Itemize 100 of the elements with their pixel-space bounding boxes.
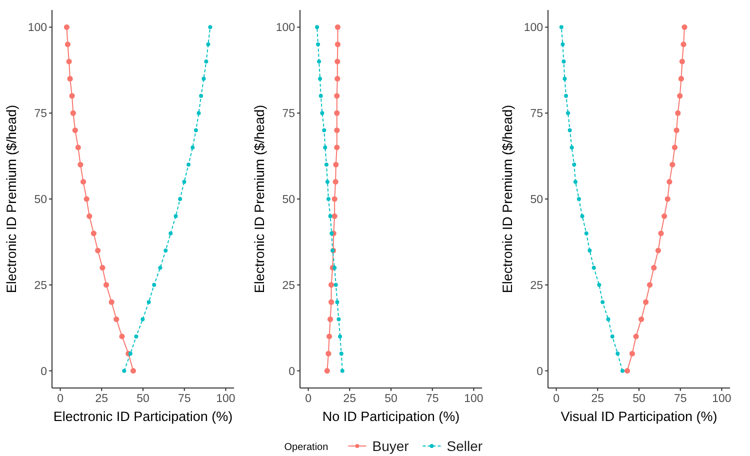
- point: [334, 58, 340, 64]
- point: [662, 213, 668, 219]
- point: [100, 264, 106, 271]
- y-tick-label: 25: [282, 280, 295, 292]
- x-tick-label: 50: [136, 393, 150, 405]
- point: [186, 162, 190, 167]
- y-tick-label: 100: [28, 22, 47, 34]
- point: [86, 213, 92, 219]
- x-tick-label: 25: [591, 393, 604, 405]
- point: [633, 334, 639, 340]
- point: [78, 162, 84, 168]
- point: [178, 197, 182, 201]
- point: [320, 111, 324, 116]
- point: [194, 128, 198, 132]
- point: [318, 94, 323, 98]
- y-axis-title: Electronic ID Premium ($/head): [252, 104, 267, 294]
- y-tick-label: 50: [34, 194, 47, 206]
- point: [655, 248, 661, 254]
- point: [624, 368, 630, 374]
- point: [592, 266, 596, 270]
- y-tick-label: 50: [282, 194, 295, 206]
- point: [332, 213, 338, 219]
- point: [90, 230, 96, 236]
- point: [616, 352, 620, 356]
- point: [340, 368, 344, 373]
- legend-title: Operation: [284, 442, 328, 453]
- point: [66, 58, 72, 64]
- point: [334, 127, 340, 134]
- point: [328, 299, 334, 305]
- point: [326, 334, 332, 340]
- point: [682, 24, 688, 30]
- point: [80, 179, 86, 185]
- point: [334, 24, 341, 30]
- point: [326, 350, 332, 356]
- point: [559, 25, 564, 30]
- point: [182, 180, 186, 184]
- point: [658, 230, 664, 236]
- x-axis-title: Electronic ID Participation (%): [53, 409, 233, 424]
- point: [318, 76, 322, 81]
- point: [332, 266, 337, 270]
- point: [330, 231, 334, 236]
- point: [332, 196, 338, 202]
- point: [610, 334, 614, 338]
- point: [322, 128, 326, 132]
- point: [108, 299, 114, 305]
- point: [338, 334, 342, 338]
- point: [333, 162, 339, 168]
- point: [680, 42, 686, 48]
- x-tick-label: 100: [216, 393, 236, 405]
- point: [666, 179, 672, 185]
- point: [140, 317, 145, 322]
- y-tick-label: 75: [34, 108, 47, 120]
- point: [573, 180, 578, 184]
- y-tick-label: 100: [276, 22, 295, 34]
- x-tick-label: 75: [178, 393, 191, 405]
- y-tick-label: 100: [524, 22, 543, 34]
- point: [670, 162, 676, 168]
- point: [334, 76, 340, 82]
- point: [196, 111, 201, 116]
- point: [564, 94, 568, 98]
- point: [562, 76, 567, 81]
- x-tick-label: 50: [632, 393, 646, 405]
- point: [84, 196, 90, 202]
- point: [562, 60, 566, 64]
- y-tick-label: 25: [530, 280, 543, 292]
- point: [122, 368, 126, 373]
- point: [168, 231, 173, 236]
- point: [325, 180, 330, 184]
- point: [158, 266, 162, 270]
- point: [568, 128, 572, 132]
- point: [64, 24, 70, 30]
- point: [174, 214, 178, 218]
- point: [620, 368, 624, 373]
- point: [64, 42, 71, 48]
- point: [651, 264, 657, 271]
- point: [202, 76, 206, 81]
- point: [317, 60, 322, 64]
- point: [130, 368, 136, 374]
- x-tick-label: 75: [426, 393, 439, 405]
- point: [606, 317, 610, 322]
- x-axis-title: No ID Participation (%): [322, 409, 460, 424]
- point: [576, 197, 581, 201]
- legend-label: Seller: [446, 438, 483, 454]
- point: [95, 248, 101, 254]
- point: [324, 162, 328, 167]
- point: [332, 179, 338, 185]
- point: [572, 162, 576, 167]
- point: [103, 282, 110, 288]
- point: [334, 110, 340, 116]
- point: [336, 317, 341, 322]
- point: [315, 25, 320, 30]
- point: [119, 334, 125, 340]
- point: [677, 93, 683, 99]
- point: [208, 25, 212, 30]
- x-axis-title: Visual ID Participation (%): [560, 409, 718, 424]
- y-tick-label: 75: [530, 108, 543, 120]
- point: [327, 316, 334, 322]
- point: [664, 196, 670, 202]
- point: [597, 282, 602, 287]
- legend-label: Buyer: [372, 438, 410, 454]
